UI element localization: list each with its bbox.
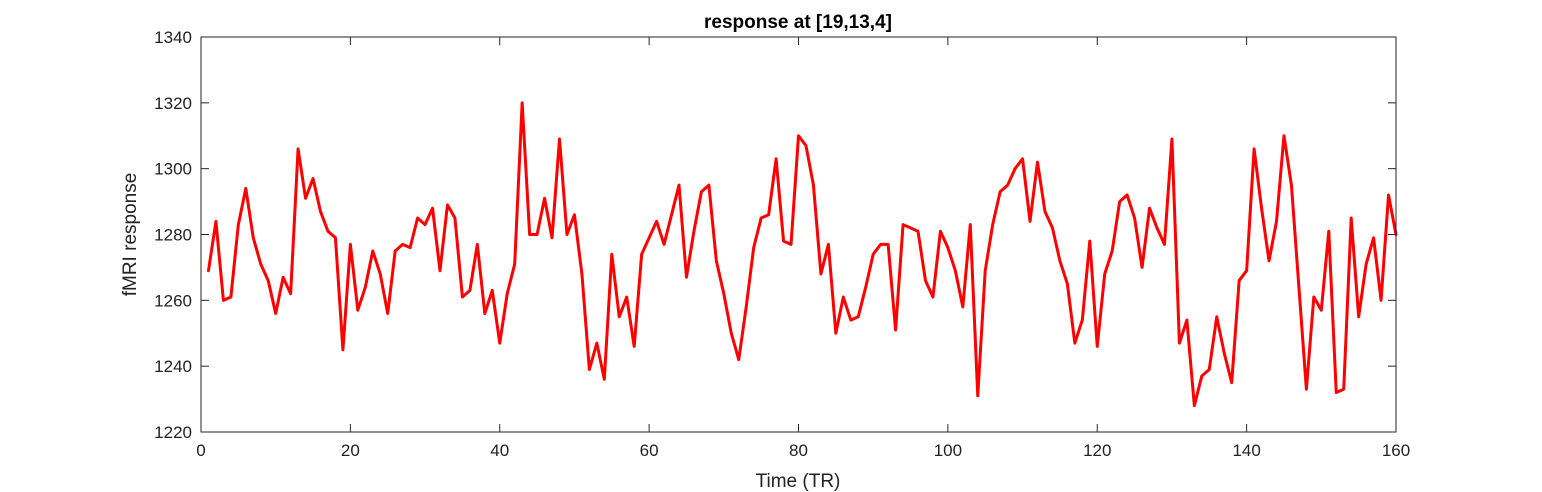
x-tick-label: 100 bbox=[934, 441, 962, 460]
x-tick-label: 140 bbox=[1232, 441, 1260, 460]
x-tick-label: 80 bbox=[789, 441, 808, 460]
x-tick-label: 60 bbox=[640, 441, 659, 460]
y-tick-label: 1240 bbox=[154, 357, 192, 376]
chart-title: response at [19,13,4] bbox=[704, 12, 892, 33]
y-tick-label: 1220 bbox=[154, 423, 192, 442]
y-tick-label: 1320 bbox=[154, 94, 192, 113]
plot-area bbox=[201, 37, 1396, 432]
y-tick-label: 1340 bbox=[154, 28, 192, 47]
x-tick-label: 40 bbox=[490, 441, 509, 460]
x-tick-label: 20 bbox=[341, 441, 360, 460]
x-tick-label: 120 bbox=[1083, 441, 1111, 460]
x-axis-label: Time (TR) bbox=[756, 471, 841, 492]
x-tick-label: 160 bbox=[1382, 441, 1410, 460]
series-line bbox=[206, 101, 1398, 408]
y-tick-label: 1300 bbox=[154, 160, 192, 179]
y-tick-label: 1260 bbox=[154, 291, 192, 310]
y-axis-label: fMRI response bbox=[120, 173, 141, 297]
plot-frame bbox=[200, 36, 1397, 433]
tick-labels: 0 20 40 60 80 100 120 140 160 1220 1240 1260 1280 130… bbox=[154, 28, 1410, 460]
y-tick-label: 1280 bbox=[154, 226, 192, 245]
x-tick-label: 0 bbox=[196, 441, 205, 460]
